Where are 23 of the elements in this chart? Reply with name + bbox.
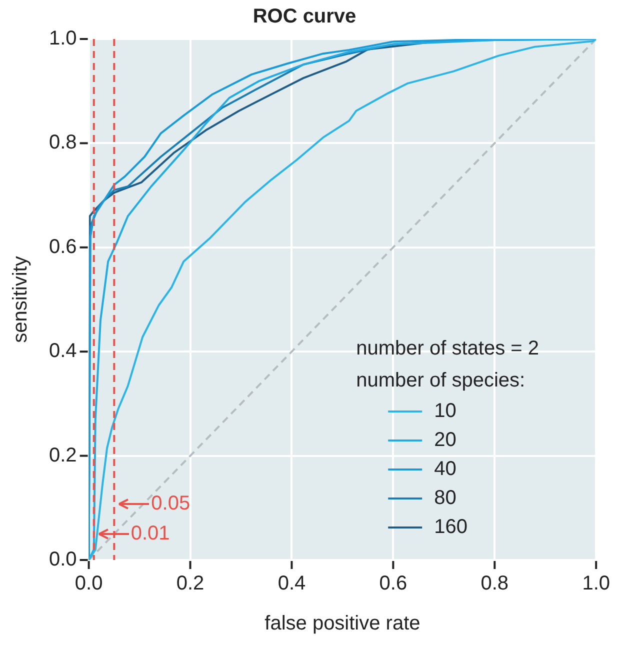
x-axis-title: false positive rate — [264, 612, 420, 635]
x-tick-label: 1.0 — [582, 572, 610, 595]
legend-label: 10 — [434, 400, 456, 422]
y-tick-label: 0.0 — [48, 548, 77, 571]
x-tick-label: 0.4 — [278, 572, 306, 595]
x-tick-label: 0.6 — [379, 572, 408, 595]
y-axis-title: sensitivity — [10, 256, 32, 343]
legend-label: 160 — [434, 516, 468, 538]
legend-label: 40 — [434, 458, 456, 480]
legend-label: 20 — [434, 429, 456, 452]
x-tick-label: 0.0 — [74, 572, 103, 595]
legend-title: number of states = 2 number of species: — [356, 338, 539, 392]
legend-label: 80 — [434, 487, 456, 510]
ref-line-label: 0.01 — [130, 522, 170, 545]
y-tick-label: 0.2 — [48, 444, 77, 466]
y-tick-label: 0.6 — [48, 236, 77, 258]
x-tick-label: 0.2 — [176, 572, 204, 595]
y-tick-label: 1.0 — [48, 28, 77, 50]
y-tick-label: 0.8 — [48, 132, 77, 154]
y-tick-label: 0.4 — [48, 340, 77, 362]
ref-line-label: 0.05 — [151, 492, 190, 515]
x-tick-label: 0.8 — [480, 572, 509, 595]
chart-title: ROC curve — [252, 6, 356, 28]
